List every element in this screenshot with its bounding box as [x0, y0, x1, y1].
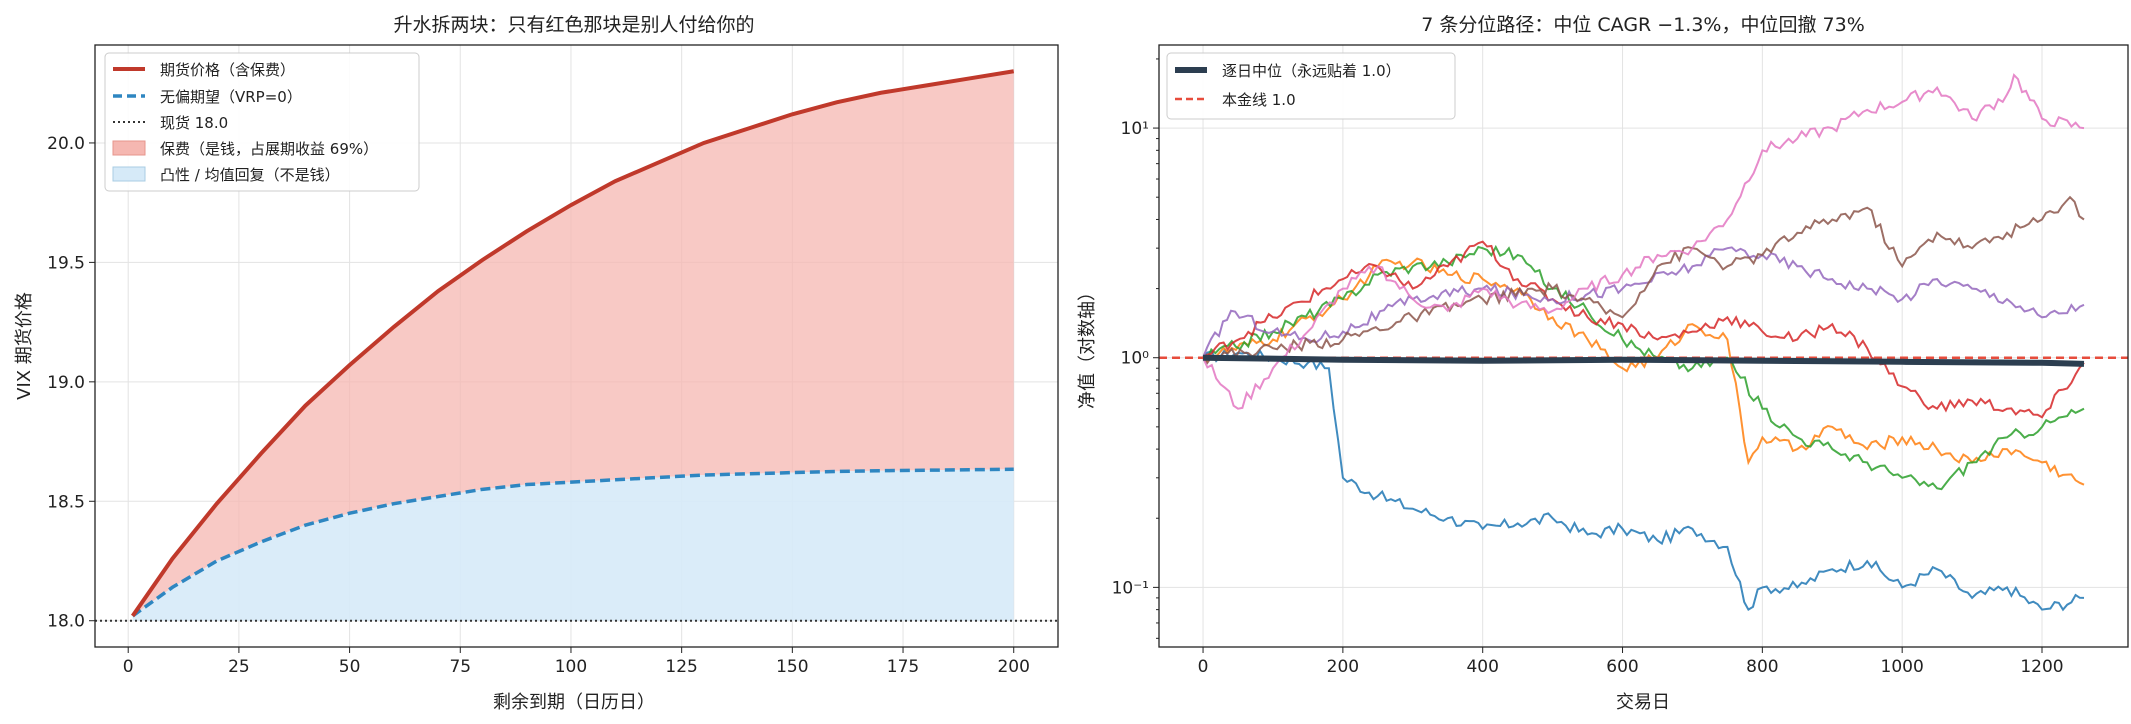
- unbiased-expectation-line: [131, 467, 1014, 618]
- left-fills: [132, 71, 1014, 621]
- daily-median-line: [1202, 354, 2085, 367]
- left-plot-frame: [94, 44, 1059, 648]
- left-x-tick-label: 150: [776, 657, 808, 677]
- left-x-tick-label: 50: [339, 657, 361, 677]
- quantile-path-line: [1202, 195, 2085, 365]
- left-y-tick-label: 18.5: [47, 492, 85, 512]
- left-y-tick-label: 18.0: [47, 612, 85, 632]
- quantile-path-line: [1202, 246, 2085, 359]
- left-legend-box: [104, 52, 420, 192]
- left-y-tick-label: 20.0: [47, 134, 85, 154]
- legend-swatch-convexity: [112, 166, 146, 182]
- premium-fill-area: [132, 71, 1014, 616]
- right-series-lines: [1159, 73, 2128, 612]
- left-x-tick-label: 100: [555, 657, 587, 677]
- quantile-path-line: [1202, 244, 2085, 491]
- legend-entry-unbiased: 无偏期望（VRP=0）: [160, 88, 302, 106]
- convexity-fill-area: [132, 469, 1014, 621]
- right-y-tick-label: 10⁻¹: [1112, 578, 1149, 598]
- left-chart-title: 升水拆两块：只有红色那块是别人付给你的: [393, 14, 754, 36]
- right-legend: 逐日中位（永远贴着 1.0） 本金线 1.0: [1166, 52, 1456, 120]
- right-x-tick-label: 600: [1606, 657, 1638, 677]
- quantile-path-line: [1202, 240, 2085, 419]
- right-plot-frame: [1158, 44, 2129, 648]
- right-x-tick-label: 800: [1746, 657, 1778, 677]
- legend-entry-spot: 现货 18.0: [160, 114, 228, 132]
- legend-entry-premium: 保费（是钱，占展期收益 69%）: [160, 140, 378, 158]
- right-chart: 7 条分位路径：中位 CAGR −1.3%，中位回撤 73% 0 200 400 60…: [1077, 14, 2129, 713]
- right-ticks: 0 200 400 600 800 1000 1200 10⁻¹ 10⁰ 10¹: [1112, 58, 2064, 677]
- left-x-tick-label: 0: [123, 657, 134, 677]
- left-y-tick-label: 19.5: [47, 253, 85, 273]
- right-x-tick-label: 1000: [1881, 657, 1924, 677]
- right-x-tick-label: 0: [1198, 657, 1209, 677]
- right-y-tick-label: 10¹: [1121, 119, 1149, 139]
- right-y-axis-label: 净值（对数轴）: [1077, 283, 1098, 409]
- right-x-axis-label: 交易日: [1616, 692, 1670, 713]
- left-x-tick-label: 200: [997, 657, 1029, 677]
- quantile-path-line: [1202, 347, 2085, 612]
- right-x-tick-label: 200: [1327, 657, 1359, 677]
- left-x-tick-label: 25: [228, 657, 250, 677]
- left-x-tick-label: 75: [449, 657, 471, 677]
- left-legend: 期货价格（含保费） 无偏期望（VRP=0） 现货 18.0 保费（是钱，占展期收…: [104, 52, 420, 192]
- quantile-path-line: [1202, 73, 2085, 410]
- left-x-tick-label: 175: [887, 657, 919, 677]
- legend-swatch-premium: [112, 140, 146, 156]
- legend-entry-futures: 期货价格（含保费）: [160, 61, 295, 79]
- left-ticks: 0 25 50 75 100 125 150 175 200 18.0 18.5 19.0 19.5 20…: [47, 134, 1030, 677]
- right-x-tick-label: 1200: [2020, 657, 2063, 677]
- left-y-axis-label: VIX 期货价格: [14, 292, 35, 400]
- left-x-tick-label: 125: [665, 657, 697, 677]
- right-legend-box: [1166, 52, 1456, 120]
- futures-price-line: [130, 69, 1015, 618]
- left-y-tick-label: 19.0: [47, 373, 85, 393]
- left-x-axis-label: 剩余到期（日历日）: [493, 692, 655, 713]
- legend-entry-principal: 本金线 1.0: [1222, 91, 1296, 109]
- left-chart: 升水拆两块：只有红色那块是别人付给你的 0 25 50 75 100 125 150 175 2…: [14, 14, 1059, 713]
- legend-entry-convexity: 凸性 / 均值回复（不是钱）: [160, 166, 340, 184]
- left-series-lines: [95, 69, 1058, 622]
- right-chart-title: 7 条分位路径：中位 CAGR −1.3%，中位回撤 73%: [1421, 14, 1865, 36]
- right-x-tick-label: 400: [1466, 657, 1498, 677]
- right-y-tick-label: 10⁰: [1121, 349, 1150, 369]
- quantile-path-line: [1202, 257, 2085, 486]
- right-grid: [1159, 45, 2128, 647]
- legend-entry-median: 逐日中位（永远贴着 1.0）: [1222, 62, 1401, 80]
